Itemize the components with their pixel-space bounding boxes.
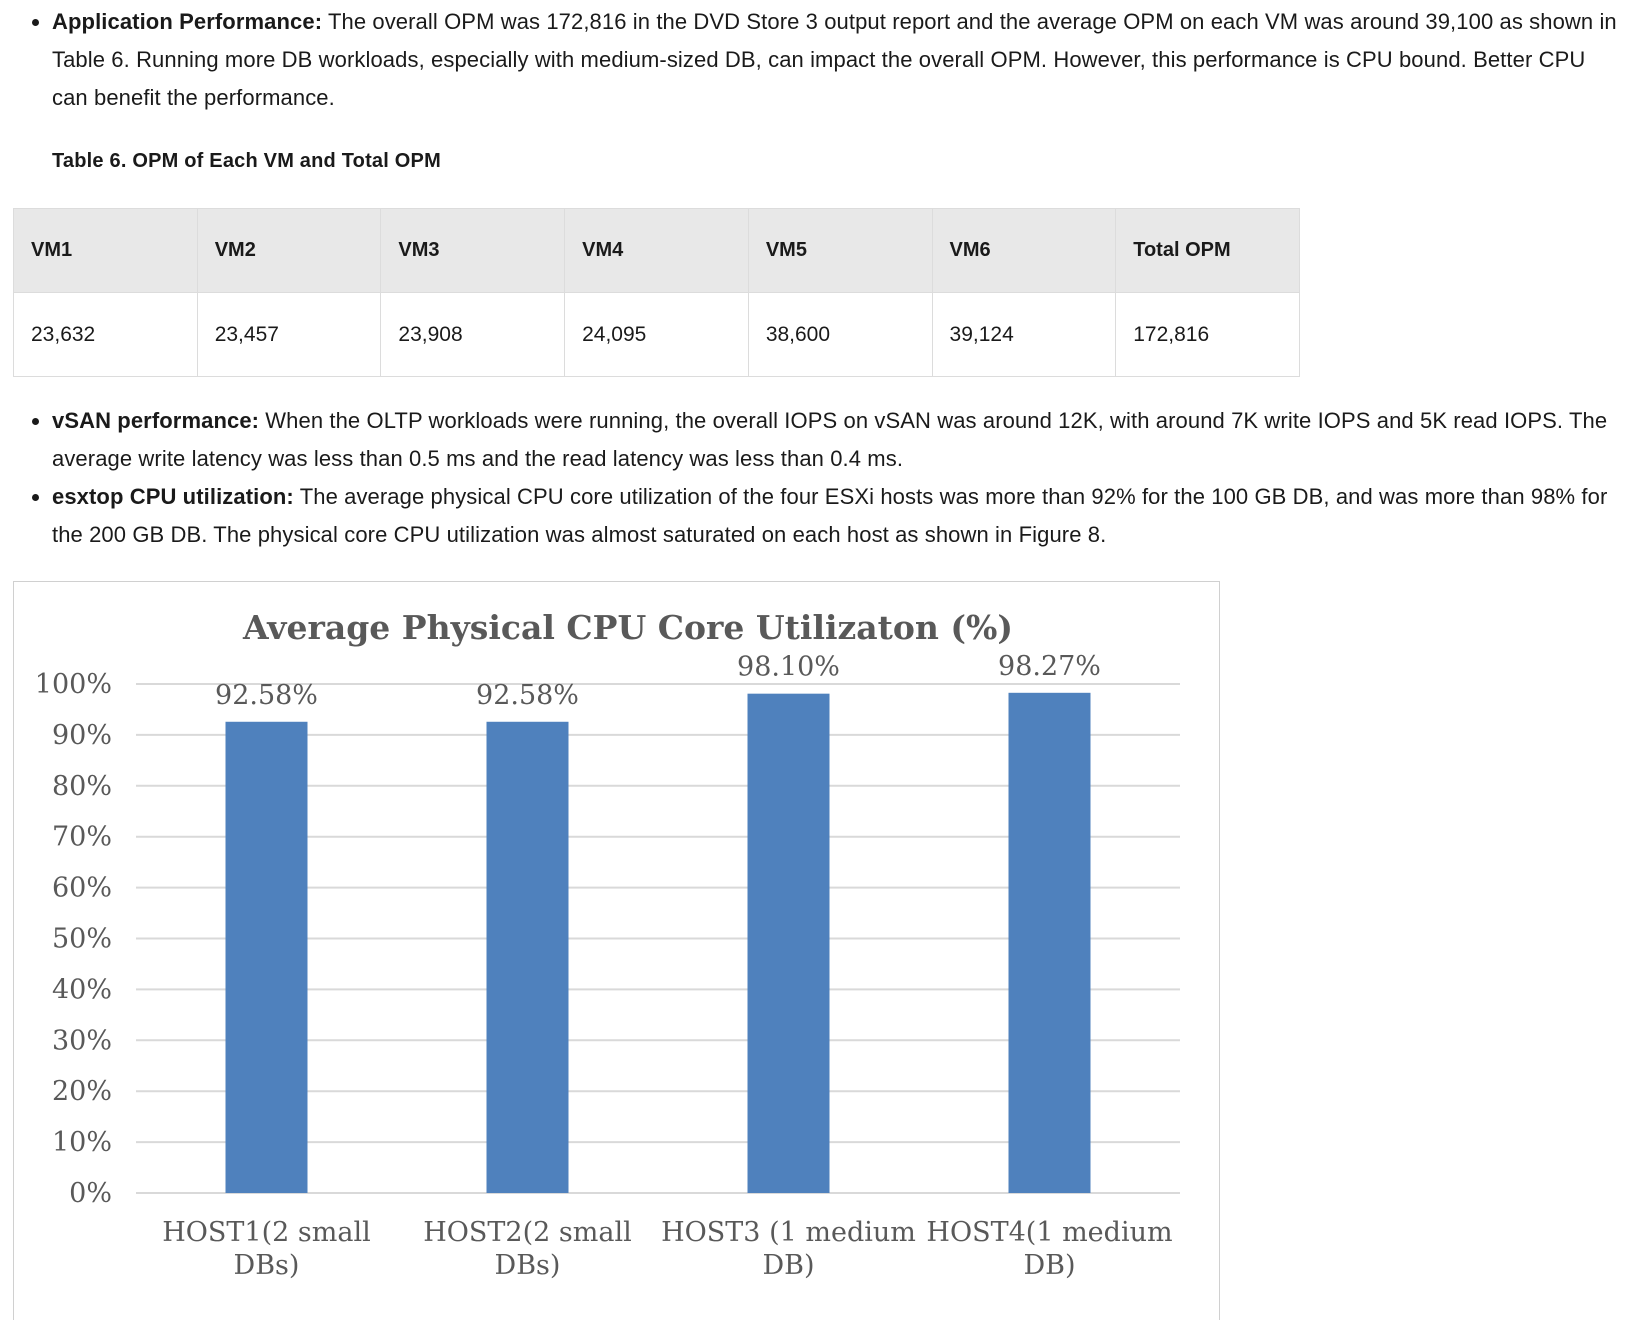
x-category-label: HOST3 (1 medium [661, 1217, 916, 1248]
table-cell: 23,457 [196, 292, 382, 377]
data-label: 92.58% [215, 680, 318, 711]
y-tick-label: 40% [52, 974, 112, 1005]
y-tick-label: 20% [52, 1076, 112, 1107]
x-category-label: HOST4(1 medium [926, 1217, 1172, 1248]
bullet-list-middle: vSAN performance: When the OLTP workload… [24, 402, 1624, 554]
y-tick-label: 60% [52, 873, 112, 904]
x-category-label: DBs) [495, 1250, 561, 1281]
table-header-cell: VM2 [196, 208, 382, 293]
bullet-text: The overall OPM was 172,816 in the DVD S… [52, 9, 1617, 110]
y-tick-label: 90% [52, 720, 112, 751]
table-caption: Table 6. OPM of Each VM and Total OPM [52, 150, 441, 172]
table-cell: 23,632 [13, 292, 198, 377]
y-tick-label: 10% [52, 1127, 112, 1158]
chart-canvas: Average Physical CPU Core Utilizaton (%)… [35, 608, 1180, 1281]
y-tick-label: 70% [52, 822, 112, 853]
bar [225, 721, 308, 1193]
y-tick-label: 0% [69, 1178, 112, 1209]
table-cell: 38,600 [747, 292, 933, 377]
bullet-esxtop-cpu-utilization: esxtop CPU utilization: The average phys… [24, 478, 1624, 554]
bar [747, 693, 830, 1193]
bullet-vsan-performance: vSAN performance: When the OLTP workload… [24, 402, 1624, 478]
table-cell: 39,124 [931, 292, 1117, 377]
bar [1008, 692, 1091, 1193]
x-category-label: HOST1(2 small [162, 1217, 371, 1248]
y-axis-ticks: 0% 10% 20% 30% 40% 50% 60% 70% 80% 90% 100% [35, 669, 112, 1209]
x-category-label: DB) [1023, 1250, 1075, 1281]
data-label: 98.10% [737, 652, 840, 683]
table-header-cell: VM1 [13, 208, 198, 293]
opm-table: VM1 VM2 VM3 VM4 VM5 VM6 Total OPM 23,632… [13, 208, 1300, 377]
y-tick-label: 80% [52, 771, 112, 802]
bullet-label: esxtop CPU utilization: [52, 484, 294, 509]
data-label: 92.58% [476, 680, 579, 711]
table-header-cell: VM3 [380, 208, 566, 293]
bullet-label: Application Performance: [52, 9, 323, 34]
chart-title: Average Physical CPU Core Utilizaton (%) [242, 608, 1013, 647]
bullet-list-top: Application Performance: The overall OPM… [24, 3, 1624, 117]
cpu-utilization-chart: Average Physical CPU Core Utilizaton (%)… [13, 581, 1220, 1320]
table-row: 23,632 23,457 23,908 24,095 38,600 39,12… [13, 292, 1300, 377]
table-header-cell: VM5 [747, 208, 933, 293]
y-tick-label: 50% [52, 924, 112, 955]
chart-bars [225, 692, 1091, 1193]
table-header-cell: Total OPM [1115, 208, 1300, 293]
bullet-application-performance: Application Performance: The overall OPM… [24, 3, 1624, 117]
table-header-cell: VM6 [931, 208, 1117, 293]
chart-data-labels: 92.58% 92.58% 98.10% 98.27% [215, 651, 1101, 711]
bullet-text: When the OLTP workloads were running, th… [52, 408, 1608, 471]
table-cell: 172,816 [1115, 292, 1300, 377]
table-cell: 23,908 [380, 292, 566, 377]
table-cell: 24,095 [564, 292, 749, 377]
x-category-label: DB) [762, 1250, 814, 1281]
bullet-label: vSAN performance: [52, 408, 260, 433]
bullet-text: The average physical CPU core utilizatio… [52, 484, 1608, 547]
y-tick-label: 100% [35, 669, 112, 700]
bar [486, 721, 569, 1193]
chart-gridlines [136, 683, 1180, 1194]
y-tick-label: 30% [52, 1025, 112, 1056]
x-category-label: DBs) [234, 1250, 300, 1281]
x-category-label: HOST2(2 small [423, 1217, 632, 1248]
table-header-cell: VM4 [564, 208, 749, 293]
table-header-row: VM1 VM2 VM3 VM4 VM5 VM6 Total OPM [13, 208, 1300, 293]
data-label: 98.27% [998, 651, 1101, 682]
